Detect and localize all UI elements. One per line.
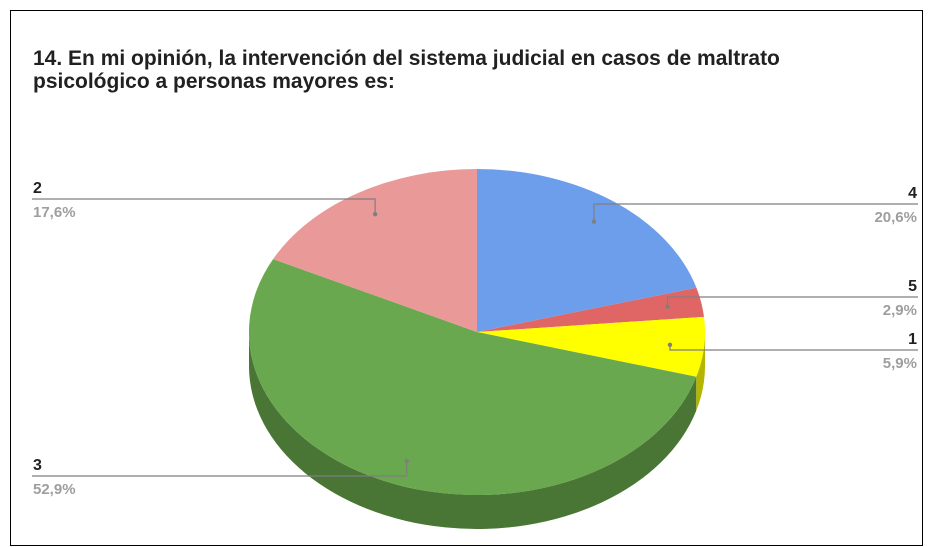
slice-5-label: 5 <box>908 278 917 295</box>
slice-4-label: 4 <box>908 185 917 202</box>
slice-2-leader-line <box>32 198 376 215</box>
slice-1-label: 1 <box>908 331 917 348</box>
pie-sides <box>249 332 705 529</box>
pie-labels: 420,6%52,9%15,9%352,9%217,6% <box>33 180 917 498</box>
slice-3-leader-dot <box>404 458 409 464</box>
slice-1-percent: 5,9% <box>883 355 917 372</box>
slice-5-leader-dot <box>665 304 670 309</box>
slice-4-percent: 20,6% <box>874 209 917 226</box>
slice-1-side <box>696 332 705 411</box>
slice-2-leader-dot <box>372 211 378 217</box>
slice-4-leader-dot <box>591 219 597 224</box>
pie-slices <box>248 169 705 496</box>
slice-2-label: 2 <box>33 180 42 197</box>
slice-4-leader-line <box>593 203 918 222</box>
slice-3-leader-line <box>32 461 408 477</box>
slice-5 <box>477 287 705 332</box>
slice-1-leader-line <box>669 344 918 351</box>
slice-5-percent: 2,9% <box>883 302 917 319</box>
slice-2-percent: 17,6% <box>33 204 76 221</box>
slice-3-label: 3 <box>33 457 42 474</box>
slice-1 <box>477 316 705 377</box>
slice-1-leader-dot <box>667 342 673 348</box>
slice-3 <box>248 259 697 496</box>
slice-3-percent: 52,9% <box>33 481 76 498</box>
slice-5-leader-line <box>666 296 918 307</box>
chart-title: 14. En mi opinión, la intervención del s… <box>33 47 780 93</box>
slice-2 <box>273 169 477 332</box>
slice-4 <box>477 169 697 332</box>
slice-3-side <box>249 332 697 529</box>
pie-leader-lines <box>32 198 918 477</box>
